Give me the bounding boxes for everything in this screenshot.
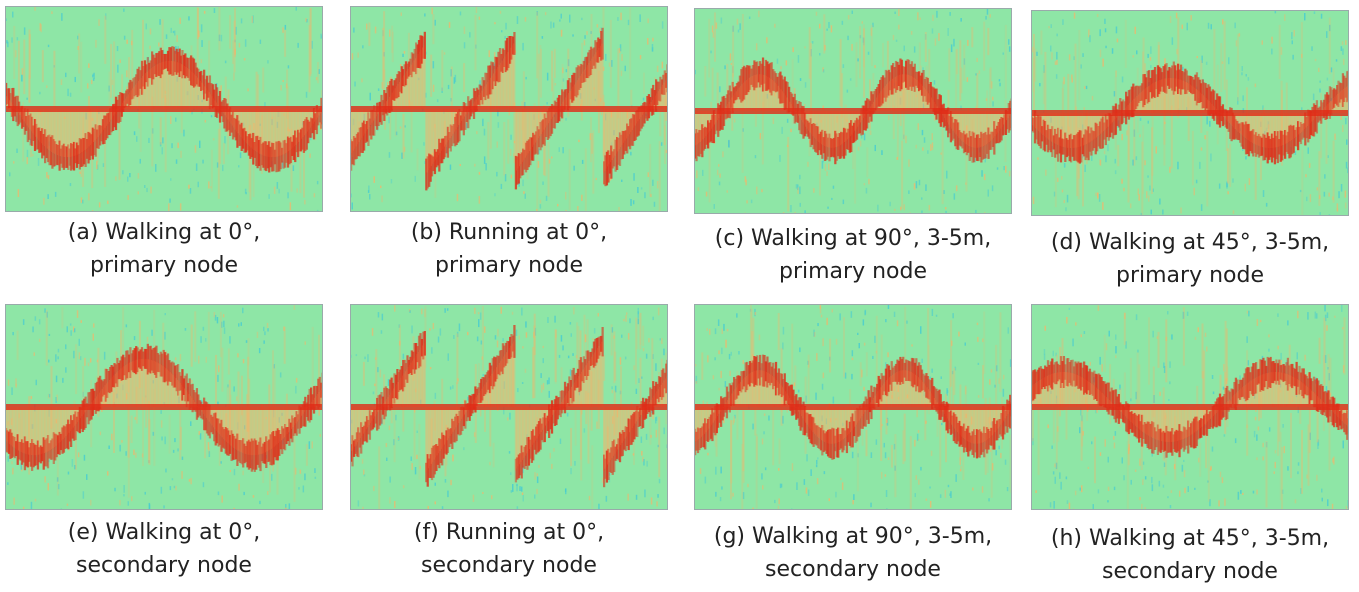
- doppler-signal: [5, 343, 323, 472]
- spectrogram-h: [1031, 304, 1349, 510]
- caption-f: (f) Running at 0°, secondary node: [350, 516, 668, 582]
- caption-f-line1: (f) Running at 0°,: [413, 520, 605, 545]
- doppler-signal: [1031, 61, 1349, 165]
- spectrogram-g: [694, 304, 1012, 510]
- caption-b: (b) Running at 0°, primary node: [350, 216, 668, 282]
- panel-f: (f) Running at 0°, secondary node: [350, 304, 668, 592]
- zero-doppler-line: [350, 106, 668, 112]
- caption-d-line1: (d) Walking at 45°, 3-5m,: [1050, 230, 1330, 255]
- caption-h: (h) Walking at 45°, 3-5m, secondary node: [1031, 522, 1349, 588]
- caption-c-line1: (c) Walking at 90°, 3-5m,: [714, 226, 992, 251]
- spectrogram-border: [694, 8, 1012, 214]
- caption-g-line1: (g) Walking at 90°, 3-5m,: [713, 524, 993, 549]
- caption-a-line2: primary node: [90, 253, 238, 278]
- spectrogram-border: [350, 304, 668, 510]
- spectrogram-border: [694, 304, 1012, 510]
- caption-c: (c) Walking at 90°, 3-5m, primary node: [694, 222, 1012, 288]
- spectrogram-e: [5, 304, 323, 510]
- caption-g-line2: secondary node: [765, 557, 941, 582]
- zero-doppler-line: [694, 108, 1012, 114]
- spectrogram-f: [350, 304, 668, 510]
- caption-c-line2: primary node: [779, 259, 927, 284]
- caption-e: (e) Walking at 0°, secondary node: [5, 516, 323, 582]
- panel-b: (b) Running at 0°, primary node: [350, 6, 668, 294]
- spectrogram-border: [5, 6, 323, 212]
- caption-d-line2: primary node: [1116, 263, 1264, 288]
- zero-doppler-line: [5, 106, 323, 112]
- doppler-signal: [694, 57, 1012, 165]
- caption-b-line1: (b) Running at 0°,: [410, 220, 608, 245]
- panel-a: (a) Walking at 0°, primary node: [5, 6, 323, 294]
- caption-g: (g) Walking at 90°, 3-5m, secondary node: [694, 520, 1012, 586]
- panel-d: (d) Walking at 45°, 3-5m, primary node: [1031, 10, 1349, 298]
- spectrogram-border: [1031, 10, 1349, 216]
- spectrogram-c: [694, 8, 1012, 214]
- caption-d: (d) Walking at 45°, 3-5m, primary node: [1031, 226, 1349, 292]
- zero-doppler-line: [694, 404, 1012, 410]
- doppler-signal: [694, 354, 1012, 460]
- caption-f-line2: secondary node: [421, 553, 597, 578]
- spectrogram-b: [350, 6, 668, 212]
- caption-a: (a) Walking at 0°, primary node: [5, 216, 323, 282]
- caption-e-line2: secondary node: [76, 553, 252, 578]
- caption-b-line2: primary node: [435, 253, 583, 278]
- spectrogram-d: [1031, 10, 1349, 216]
- zero-doppler-line: [350, 404, 668, 410]
- spectrogram-a: [5, 6, 323, 212]
- panel-c: (c) Walking at 90°, 3-5m, primary node: [694, 8, 1012, 296]
- panel-g: (g) Walking at 90°, 3-5m, secondary node: [694, 304, 1012, 592]
- doppler-signal: [350, 27, 668, 191]
- caption-h-line2: secondary node: [1102, 559, 1278, 584]
- caption-a-line1: (a) Walking at 0°,: [67, 220, 261, 245]
- spectrogram-border: [350, 6, 668, 212]
- spectrogram-border: [1031, 304, 1349, 510]
- caption-h-line1: (h) Walking at 45°, 3-5m,: [1050, 526, 1330, 551]
- zero-doppler-line: [5, 404, 323, 410]
- panel-e: (e) Walking at 0°, secondary node: [5, 304, 323, 592]
- zero-doppler-line: [1031, 404, 1349, 410]
- panel-h: (h) Walking at 45°, 3-5m, secondary node: [1031, 304, 1349, 592]
- doppler-signal: [5, 46, 323, 173]
- caption-e-line1: (e) Walking at 0°,: [67, 520, 261, 545]
- zero-doppler-line: [1031, 110, 1349, 116]
- spectrogram-border: [5, 304, 323, 510]
